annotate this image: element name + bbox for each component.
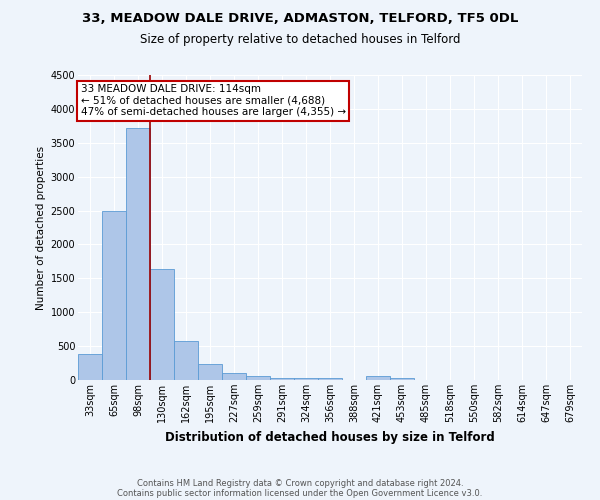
Bar (270, 378, 294, 380)
Bar (390, 378, 414, 380)
Bar (246, 376, 270, 380)
Text: Contains public sector information licensed under the Open Government Licence v3: Contains public sector information licen… (118, 488, 482, 498)
Bar (294, 378, 318, 380)
Bar (174, 341, 198, 380)
Y-axis label: Number of detached properties: Number of detached properties (37, 146, 46, 310)
Bar (126, 128, 150, 380)
Bar (150, 269, 174, 380)
Bar (366, 376, 390, 380)
Bar (222, 372, 246, 380)
Bar (198, 364, 222, 380)
Bar (78, 354, 102, 380)
X-axis label: Distribution of detached houses by size in Telford: Distribution of detached houses by size … (165, 430, 495, 444)
Bar (102, 210, 126, 380)
Text: Contains HM Land Registry data © Crown copyright and database right 2024.: Contains HM Land Registry data © Crown c… (137, 478, 463, 488)
Bar (318, 378, 342, 380)
Text: 33 MEADOW DALE DRIVE: 114sqm
← 51% of detached houses are smaller (4,688)
47% of: 33 MEADOW DALE DRIVE: 114sqm ← 51% of de… (80, 84, 346, 117)
Text: Size of property relative to detached houses in Telford: Size of property relative to detached ho… (140, 32, 460, 46)
Text: 33, MEADOW DALE DRIVE, ADMASTON, TELFORD, TF5 0DL: 33, MEADOW DALE DRIVE, ADMASTON, TELFORD… (82, 12, 518, 26)
